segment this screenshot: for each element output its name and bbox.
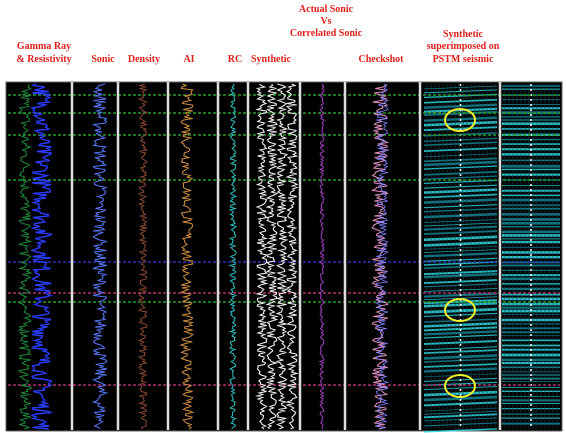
header: Gamma Ray bbox=[17, 41, 71, 52]
header: superimposed on bbox=[427, 41, 500, 52]
header: Sonic bbox=[91, 54, 115, 65]
header: Density bbox=[128, 54, 160, 65]
page: {"column_headers": [ ["Gamma Ray", "& Re… bbox=[0, 0, 566, 433]
header: & Resistivity bbox=[16, 54, 71, 65]
header: Correlated Sonic bbox=[290, 28, 363, 39]
header: Synthetic bbox=[443, 29, 484, 40]
header: Checkshot bbox=[358, 54, 404, 65]
header: RC bbox=[228, 54, 242, 65]
header: Synthetic bbox=[251, 54, 292, 65]
header: AI bbox=[183, 54, 194, 65]
header: Actual Sonic bbox=[299, 4, 354, 15]
figure: Gamma Ray & Resistivity Sonic Density AI… bbox=[0, 0, 566, 433]
header: PSTM seismic bbox=[433, 54, 494, 65]
header: Vs bbox=[320, 16, 331, 27]
